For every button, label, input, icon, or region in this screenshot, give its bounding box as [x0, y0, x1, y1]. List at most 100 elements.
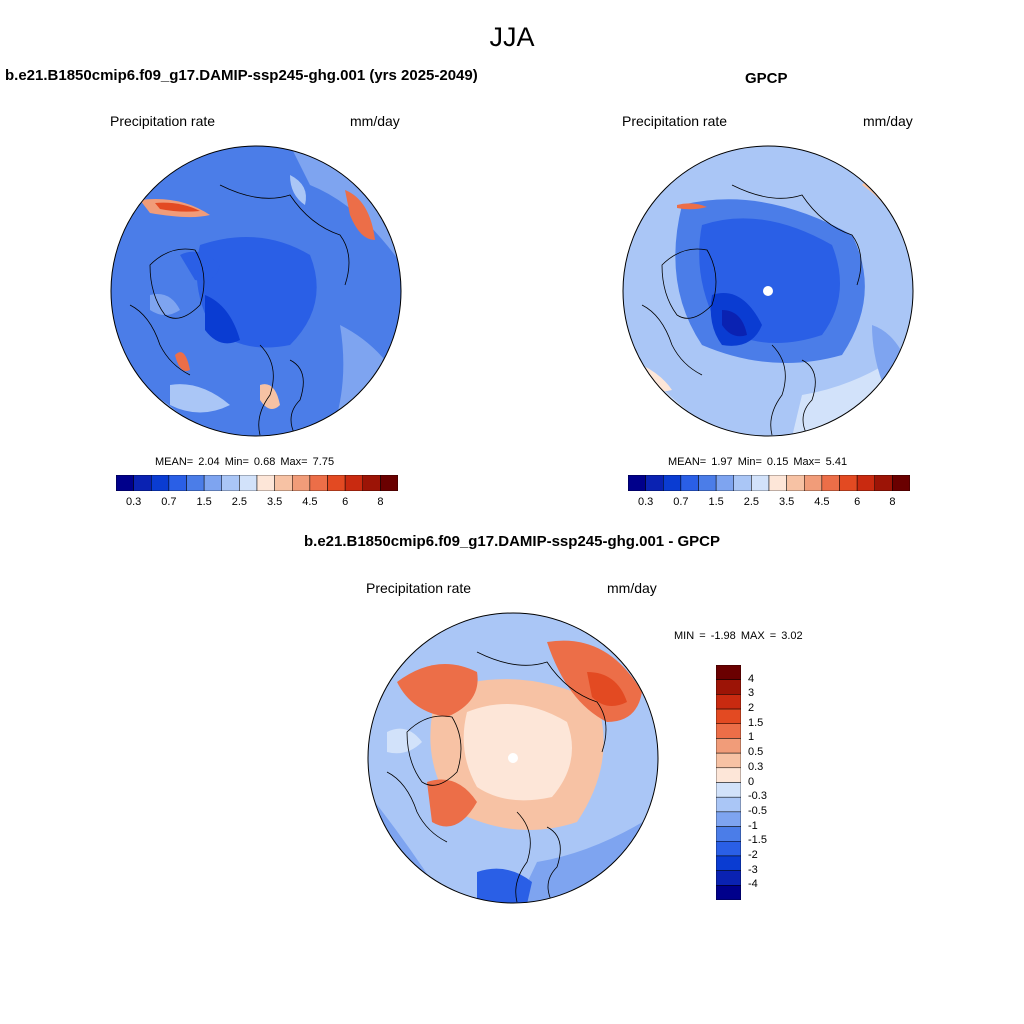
panel2-units-label: mm/day [863, 113, 913, 129]
panel2-colorbar-ticks: 0.3 0.7 1.5 2.5 3.5 4.5 6 8 [628, 496, 910, 510]
colorbar-tick-label: 1 [748, 731, 755, 744]
colorbar-tick-label: 0.7 [161, 496, 177, 508]
colorbar-tick-label: -0.3 [748, 790, 767, 803]
colorbar-tick-label: 3.5 [266, 496, 283, 508]
colorbar-swatch [716, 841, 741, 857]
colorbar-tick-label: -2 [748, 848, 758, 861]
colorbar-swatch [309, 475, 328, 491]
colorbar-swatch [274, 475, 293, 491]
colorbar-swatch [716, 885, 741, 900]
colorbar-swatch [716, 855, 741, 871]
colorbar-swatch [716, 826, 741, 842]
colorbar-tick-label: 8 [889, 496, 896, 508]
colorbar-swatch [892, 475, 910, 491]
colorbar-swatch [715, 475, 734, 491]
colorbar-swatch [716, 782, 741, 798]
colorbar-tick-label: 8 [377, 496, 384, 508]
colorbar-tick-label: -3 [748, 863, 758, 876]
panel3-left-label: Precipitation rate [366, 580, 472, 596]
colorbar-tick-label: 4.5 [814, 496, 830, 508]
colorbar-swatch [856, 475, 875, 491]
colorbar-tick-label: -0.5 [748, 804, 767, 817]
panel3-title: b.e21.B1850cmip6.f09_g17.DAMIP-ssp245-gh… [303, 533, 720, 550]
colorbar-tick-label: 0.7 [673, 496, 689, 508]
panel3-colorbar-ticks: 4 3 2 1.5 1 0.5 0.3 0 -0.3 -0.5 -1 -1.5 -2 -3 -4 [748, 665, 788, 900]
colorbar-swatch [874, 475, 893, 491]
colorbar-tick-label: 0.5 [748, 746, 764, 759]
colorbar-swatch [186, 475, 205, 491]
colorbar-swatch [698, 475, 717, 491]
colorbar-tick-label: -1.5 [748, 834, 767, 847]
colorbar-swatch [380, 475, 398, 491]
panel2-left-label: Precipitation rate [622, 113, 728, 129]
colorbar-swatch [203, 475, 222, 491]
colorbar-tick-label: 0 [748, 775, 755, 788]
colorbar-swatch [804, 475, 823, 491]
colorbar-tick-label: -4 [748, 878, 758, 891]
colorbar-tick-label: 0.3 [637, 496, 654, 508]
colorbar-swatch [839, 475, 858, 491]
colorbar-swatch [344, 475, 363, 491]
panel2-title: GPCP [745, 70, 788, 87]
colorbar-swatch [256, 475, 275, 491]
panel1-title: b.e21.B1850cmip6.f09_g17.DAMIP-ssp245-gh… [5, 67, 478, 84]
colorbar-swatch [733, 475, 752, 491]
colorbar-tick-label: 2.5 [743, 496, 760, 508]
panel1-left-label: Precipitation rate [110, 113, 216, 129]
colorbar-swatch [327, 475, 346, 491]
colorbar-tick-label: 1.5 [708, 496, 724, 508]
colorbar-swatch [751, 475, 770, 491]
colorbar-swatch [716, 679, 741, 695]
colorbar-swatch [239, 475, 258, 491]
colorbar-tick-label: 0.3 [125, 496, 142, 508]
panel1-colorbar-ticks: 0.3 0.7 1.5 2.5 3.5 4.5 6 8 [116, 496, 398, 510]
colorbar-swatch [116, 475, 134, 491]
panel3-colorbar [716, 665, 741, 900]
colorbar-swatch [716, 708, 741, 724]
colorbar-swatch [168, 475, 187, 491]
colorbar-tick-label: 4.5 [302, 496, 318, 508]
colorbar-swatch [680, 475, 699, 491]
colorbar-swatch [716, 870, 741, 886]
colorbar-swatch [786, 475, 805, 491]
colorbar-swatch [292, 475, 311, 491]
colorbar-swatch [821, 475, 840, 491]
colorbar-swatch [716, 796, 741, 813]
colorbar-swatch [768, 475, 787, 491]
colorbar-swatch [716, 738, 741, 754]
panel1-stats: MEAN= 2.04 Min= 0.68 Max= 7.75 [155, 456, 335, 468]
colorbar-swatch [716, 811, 741, 827]
colorbar-swatch [133, 475, 152, 491]
panel2-polar-map [622, 145, 914, 437]
colorbar-tick-label: -1 [748, 819, 758, 832]
panel3-polar-map [367, 612, 659, 904]
colorbar-swatch [628, 475, 646, 491]
panel2-stats: MEAN= 1.97 Min= 0.15 Max= 5.41 [668, 456, 848, 468]
panel3-units-label: mm/day [607, 580, 657, 596]
panel1-units-label: mm/day [350, 113, 400, 129]
colorbar-swatch [716, 723, 741, 739]
colorbar-swatch [716, 767, 741, 783]
panel1-colorbar [116, 475, 398, 491]
colorbar-tick-label: 6 [342, 496, 349, 508]
colorbar-tick-label: 3 [748, 687, 755, 700]
colorbar-swatch [716, 694, 741, 710]
colorbar-tick-label: 2.5 [231, 496, 248, 508]
colorbar-tick-label: 1.5 [196, 496, 212, 508]
figure-title: JJA [489, 22, 535, 52]
panel3-stats: MIN = -1.98 MAX = 3.02 [674, 630, 803, 642]
panel1-polar-map [110, 145, 402, 437]
colorbar-swatch [645, 475, 664, 491]
colorbar-tick-label: 6 [854, 496, 861, 508]
colorbar-tick-label: 2 [748, 702, 755, 715]
colorbar-swatch [716, 665, 741, 680]
colorbar-swatch [663, 475, 682, 491]
colorbar-swatch [362, 475, 381, 491]
colorbar-swatch [716, 752, 741, 769]
colorbar-tick-label: 3.5 [778, 496, 795, 508]
colorbar-tick-label: 0.3 [748, 760, 764, 773]
colorbar-tick-label: 4 [748, 672, 755, 685]
colorbar-swatch [221, 475, 240, 491]
panel2-colorbar [628, 475, 910, 491]
colorbar-swatch [151, 475, 170, 491]
